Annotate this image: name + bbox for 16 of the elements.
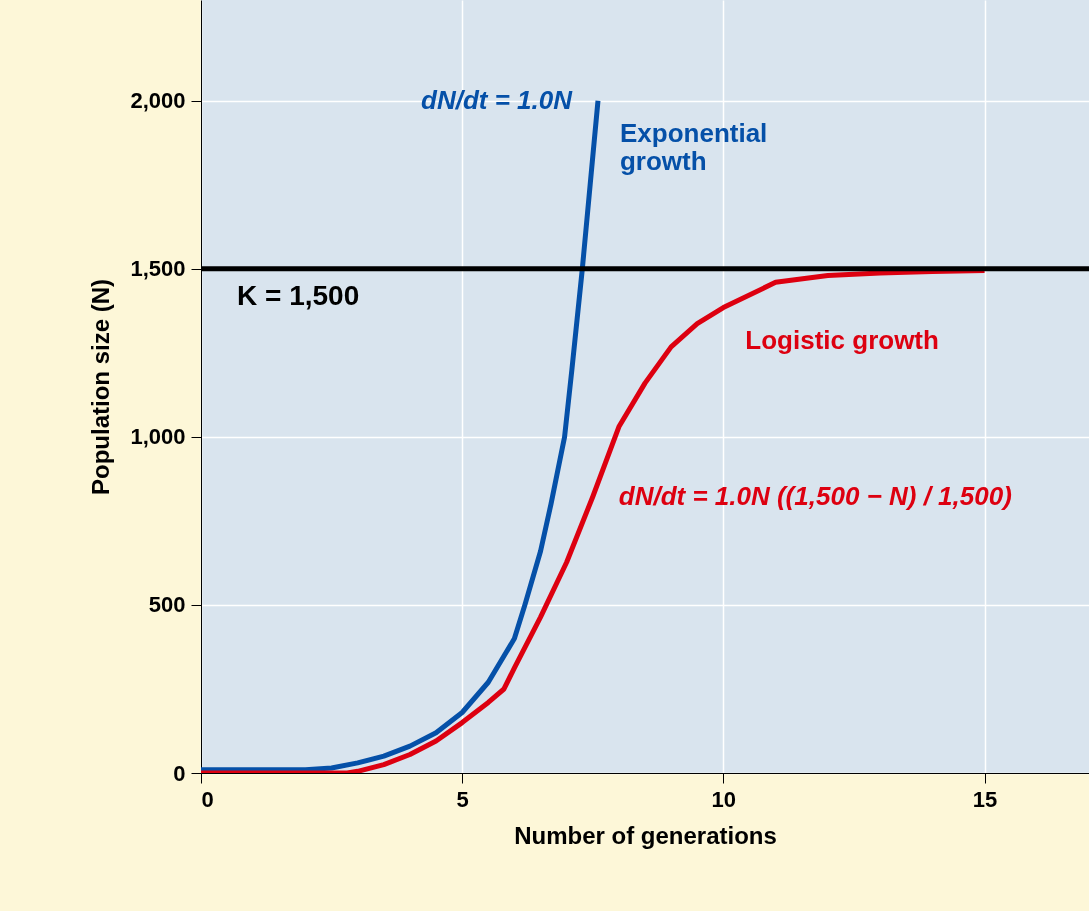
x-tick-label: 15	[972, 786, 998, 812]
y-tick-label: 1,000	[130, 424, 186, 450]
y-tick-label: 0	[173, 760, 186, 786]
y-tick-label: 2,000	[130, 88, 186, 114]
series-label: Exponential growth	[619, 117, 768, 176]
y-tick-label: 1,500	[130, 256, 186, 282]
x-tick-label: 5	[456, 786, 469, 812]
annotation: dN/dt = 1.0N	[421, 84, 574, 115]
x-tick-label: 0	[201, 786, 214, 812]
y-tick-label: 500	[148, 592, 186, 618]
y-axis-title: Population size (N)	[87, 279, 115, 495]
annotation: dN/dt = 1.0N ((1,500 − N) / 1,500)	[618, 480, 1012, 511]
x-tick-label: 10	[711, 786, 737, 812]
series-label: Logistic growth	[745, 324, 939, 355]
x-axis-title: Number of generations	[514, 821, 777, 849]
ref-line-label: K = 1,500	[237, 279, 360, 311]
